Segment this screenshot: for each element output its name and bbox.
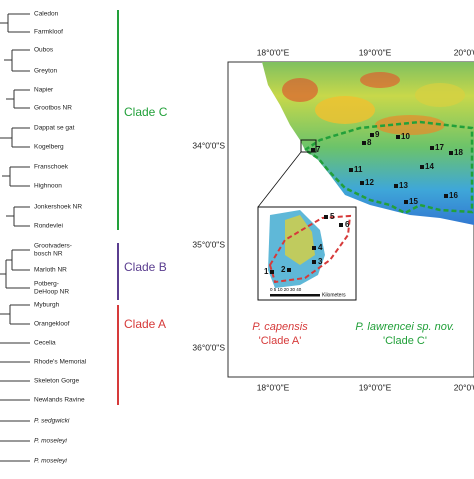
lon-label: 18°0'0"E	[257, 47, 290, 57]
legend-species: P. capensis	[252, 321, 308, 333]
site-label: 16	[449, 191, 458, 200]
map	[227, 61, 474, 378]
taxon-label: P. moseleyi	[34, 438, 67, 445]
site-marker	[311, 148, 315, 152]
site-label: 5	[330, 212, 335, 221]
lon-label: 20°0'0"E	[454, 47, 474, 57]
lat-label: 34°0'0"S	[192, 140, 225, 150]
site-marker	[370, 133, 374, 137]
taxon-label: Cecelia	[34, 340, 56, 347]
site-marker	[339, 223, 343, 227]
taxon-label: Orangekloof	[34, 321, 70, 328]
legend-clade: 'Clade A'	[259, 335, 302, 347]
taxon-label: Rhode's Memorial	[34, 359, 87, 366]
clade-label: Clade A	[124, 317, 166, 331]
site-label: 17	[435, 143, 444, 152]
site-marker	[394, 184, 398, 188]
taxon-label: Highnoon	[34, 183, 62, 190]
taxon-label: P. moseleyi	[34, 458, 67, 465]
clade-label: Clade C	[124, 105, 168, 119]
taxon-label: Grootbos NR	[34, 105, 72, 112]
lon-label: 19°0'0"E	[359, 382, 392, 392]
site-label: 8	[367, 138, 372, 147]
lon-label: 18°0'0"E	[257, 382, 290, 392]
taxon-label: Greyton	[34, 68, 58, 75]
site-marker	[360, 181, 364, 185]
site-marker	[287, 268, 291, 272]
site-label: 15	[409, 197, 418, 206]
taxon-label: Marloth NR	[34, 267, 67, 274]
site-label: 7	[316, 145, 321, 154]
site-marker	[430, 146, 434, 150]
site-marker	[349, 168, 353, 172]
site-label: 9	[375, 130, 380, 139]
phylogeny	[0, 13, 30, 462]
site-marker	[270, 270, 274, 274]
site-label: 12	[365, 178, 374, 187]
taxon-label: Rondevlei	[34, 223, 63, 230]
taxon-label: Grootvaders-	[34, 243, 72, 250]
site-marker	[396, 135, 400, 139]
taxon-label: Caledon	[34, 11, 59, 18]
site-label: 11	[354, 165, 363, 174]
site-marker	[404, 200, 408, 204]
site-label: 6	[345, 220, 350, 229]
scale-label: 0 5 10 20 30 40	[270, 287, 302, 292]
taxon-label: P. sedgwicki	[34, 418, 70, 425]
lon-label: 20°0'0"E	[454, 382, 474, 392]
taxon-label: Kogelberg	[34, 144, 64, 151]
site-marker	[312, 246, 316, 250]
taxon-label: Oubos	[34, 47, 54, 54]
taxon-label: bosch NR	[34, 251, 63, 258]
site-marker	[449, 151, 453, 155]
taxon-label: Skeleton Gorge	[34, 378, 80, 385]
taxon-label: DeHoop NR	[34, 289, 69, 296]
lon-label: 19°0'0"E	[359, 47, 392, 57]
scale-unit: Kilometers	[322, 292, 346, 298]
site-marker	[312, 260, 316, 264]
taxon-label: Jonkershoek NR	[34, 204, 82, 211]
taxon-label: Dappat se gat	[34, 125, 75, 132]
taxon-label: Napier	[34, 87, 54, 94]
taxon-label: Farmkloof	[34, 29, 63, 36]
site-marker	[420, 165, 424, 169]
legend-species: P. lawrencei sp. nov.	[355, 321, 454, 333]
taxon-label: Newlands Ravine	[34, 397, 85, 404]
site-label: 1	[264, 267, 269, 276]
site-label: 14	[425, 162, 434, 171]
site-label: 3	[318, 257, 323, 266]
lat-label: 35°0'0"S	[192, 239, 225, 249]
taxon-label: Myburgh	[34, 302, 60, 309]
site-marker	[444, 194, 448, 198]
taxon-label: Franschoek	[34, 164, 69, 171]
site-label: 18	[454, 148, 463, 157]
site-label: 4	[318, 243, 323, 252]
taxon-label: Potberg-	[34, 281, 59, 288]
clade-label: Clade B	[124, 260, 167, 274]
site-label: 2	[281, 265, 286, 274]
site-marker	[324, 215, 328, 219]
site-marker	[362, 141, 366, 145]
lat-label: 36°0'0"S	[192, 342, 225, 352]
site-label: 13	[399, 181, 408, 190]
legend-clade: 'Clade C'	[383, 335, 427, 347]
site-label: 10	[401, 132, 410, 141]
